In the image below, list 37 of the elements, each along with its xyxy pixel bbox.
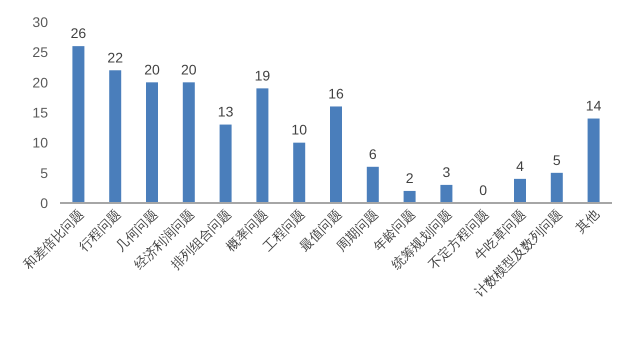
bar [146,82,158,203]
data-label: 16 [328,85,344,102]
x-tick-label: 其他 [572,206,602,236]
data-label: 10 [291,122,308,138]
data-label: 22 [107,49,124,66]
y-tick-label: 0 [40,195,48,211]
data-label: 0 [479,182,488,198]
bar [550,172,563,203]
bar [109,70,122,203]
y-tick-label: 30 [32,14,48,30]
data-label: 26 [70,25,86,42]
bar [366,166,379,203]
data-label: 3 [442,164,450,180]
data-label: 4 [516,158,524,174]
data-label: 13 [218,104,234,120]
data-label: 5 [552,152,561,168]
bar [293,142,306,203]
data-label: 20 [181,61,197,78]
bar [256,88,268,203]
data-label: 14 [586,98,602,114]
y-tick-label: 5 [40,164,48,181]
bar [220,124,232,203]
data-label: 19 [254,67,270,84]
y-tick-label: 25 [32,44,48,60]
bar [588,118,600,203]
data-label: 6 [368,146,377,162]
data-label: 2 [406,170,414,186]
bar [182,82,195,203]
y-tick-label: 20 [32,74,48,90]
bar [514,178,526,203]
y-tick-label: 10 [32,134,48,151]
bar [440,184,452,203]
y-tick-label: 15 [32,104,48,120]
data-label: 20 [144,61,160,78]
bar [72,46,84,203]
bar [404,190,416,203]
bar [330,106,342,203]
